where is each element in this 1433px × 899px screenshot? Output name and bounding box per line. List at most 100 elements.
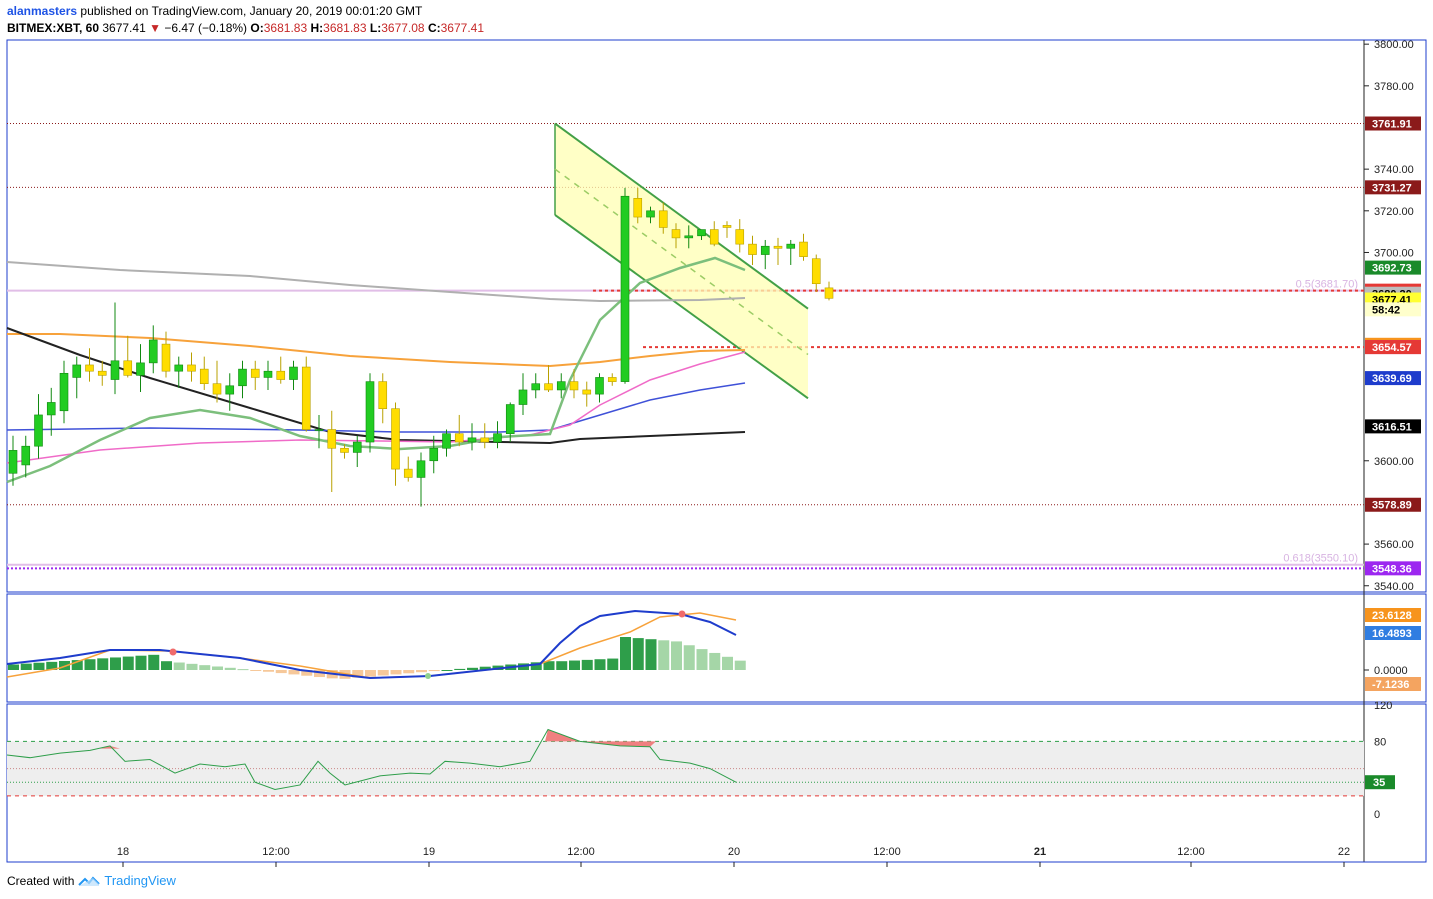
candle-body[interactable] [161, 343, 171, 372]
candle-body[interactable] [340, 447, 349, 453]
candle-body[interactable] [212, 383, 222, 395]
candle-body[interactable] [199, 368, 209, 384]
candle-body[interactable] [786, 243, 796, 249]
candle-body[interactable] [722, 225, 732, 228]
candle-body[interactable] [46, 402, 56, 416]
candle-body[interactable] [21, 445, 31, 466]
rsi-label-text: 35 [1373, 777, 1385, 789]
candle-body[interactable] [136, 362, 145, 376]
candle-body[interactable] [314, 429, 324, 431]
tradingview-brand-link[interactable]: TradingView [104, 873, 176, 888]
candle-body[interactable] [110, 360, 120, 380]
candle-body[interactable] [811, 258, 821, 285]
candle-body[interactable] [263, 370, 273, 378]
price-label-text: 3548.36 [1372, 563, 1412, 575]
candle-body[interactable] [276, 370, 286, 380]
candle-body[interactable] [238, 368, 247, 387]
candle-body[interactable] [595, 377, 604, 395]
macd-histogram-bar [314, 670, 325, 678]
macd-histogram-bar [173, 662, 185, 670]
macd-histogram-bar [403, 670, 415, 674]
macd-histogram-bar [722, 656, 733, 670]
rsi-label-box [1365, 775, 1395, 790]
macd-histogram-bar [607, 658, 619, 670]
macd-histogram-bar [556, 661, 568, 670]
candle-body[interactable] [187, 364, 196, 372]
candle-body[interactable] [174, 364, 184, 372]
candle-body[interactable] [467, 437, 477, 443]
candle-body[interactable] [250, 368, 260, 378]
candle-body[interactable] [85, 364, 94, 372]
candle-body[interactable] [454, 433, 464, 443]
candle-body[interactable] [301, 366, 311, 430]
candle-body[interactable] [531, 383, 541, 391]
price-label-text: 3692.73 [1372, 263, 1412, 275]
candle-body[interactable] [544, 383, 553, 391]
high-value: 3681.83 [323, 21, 367, 35]
price-tick-label: 3540.00 [1374, 581, 1414, 593]
price-label-text: 3578.89 [1372, 500, 1412, 512]
candle-body[interactable] [148, 339, 158, 364]
price-label-box [1365, 302, 1421, 317]
price-tick-label: 3600.00 [1374, 456, 1414, 468]
candle-body[interactable] [352, 441, 362, 453]
candle-body[interactable] [569, 381, 579, 391]
macd-histogram-bar [122, 656, 134, 670]
price-label-box [1365, 340, 1421, 355]
candle-body[interactable] [34, 414, 43, 447]
candle-body[interactable] [327, 429, 337, 449]
candle-body[interactable] [97, 370, 107, 376]
candle-body[interactable] [697, 229, 706, 237]
candle-body[interactable] [442, 433, 451, 449]
candle-body[interactable] [799, 241, 808, 257]
candle-body[interactable] [505, 404, 515, 434]
candle-body[interactable] [620, 195, 630, 382]
candle-body[interactable] [518, 389, 528, 405]
candle-body[interactable] [429, 447, 439, 462]
candle-body[interactable] [760, 245, 770, 255]
candle-body[interactable] [748, 243, 757, 255]
channel-lower-line[interactable] [554, 214, 809, 400]
open-label: O: [250, 21, 264, 35]
candle-body[interactable] [556, 381, 566, 391]
publish-line: alanmasters published on TradingView.com… [7, 4, 422, 18]
candle-body[interactable] [735, 229, 745, 245]
macd-histogram-bar [658, 640, 670, 670]
candle-body[interactable] [633, 198, 643, 218]
close-value: 3677.41 [440, 21, 485, 35]
price-tick-label: 3740.00 [1374, 164, 1414, 176]
candle-body[interactable] [416, 460, 426, 478]
candle-body[interactable] [403, 468, 413, 478]
candle-body[interactable] [658, 210, 668, 228]
candle-body[interactable] [773, 245, 783, 249]
author-link[interactable]: alanmasters [7, 4, 78, 18]
candle-body[interactable] [365, 381, 375, 443]
macd-histogram-bar [479, 666, 491, 670]
macd-histogram-bar [709, 652, 721, 670]
candle-body[interactable] [480, 437, 490, 443]
candle-body[interactable] [709, 229, 719, 245]
candle-body[interactable] [493, 433, 502, 443]
tradingview-logo-icon [78, 876, 101, 886]
macd-histogram-bar [696, 649, 708, 670]
price-chart[interactable]: 3800.00 3780.00 3740.00 3720.00 3700.00 3600.… [0, 0, 1433, 870]
candle-body[interactable] [391, 408, 400, 470]
candle-body[interactable] [671, 229, 681, 239]
candle-body[interactable] [824, 287, 834, 299]
candle-body[interactable] [378, 381, 388, 409]
channel-upper-line[interactable] [554, 122, 809, 310]
time-tick-label: 20 [728, 846, 740, 858]
candle-body[interactable] [8, 450, 18, 474]
candle-body[interactable] [684, 235, 694, 239]
candle-body[interactable] [289, 366, 298, 380]
price-label-text: 3654.57 [1372, 342, 1412, 354]
price-tick-label: 3700.00 [1374, 247, 1414, 259]
candle-body[interactable] [646, 210, 655, 218]
candle-body[interactable] [72, 364, 82, 378]
candle-body[interactable] [123, 360, 133, 376]
candle-body[interactable] [59, 372, 69, 412]
time-tick-label: 12:00 [873, 846, 901, 858]
candle-body[interactable] [582, 389, 592, 395]
candle-body[interactable] [607, 377, 617, 382]
candle-body[interactable] [225, 385, 235, 395]
